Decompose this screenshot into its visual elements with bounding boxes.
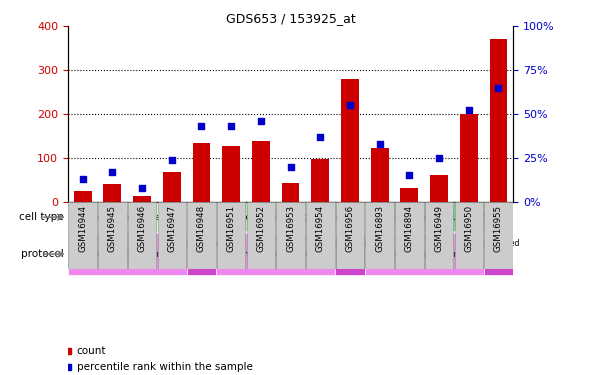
FancyBboxPatch shape xyxy=(365,233,484,275)
Point xyxy=(316,134,325,140)
Text: GSM16954: GSM16954 xyxy=(316,205,325,252)
Text: GSM16956: GSM16956 xyxy=(346,205,355,252)
Text: embryo cell culture: embryo cell culture xyxy=(387,250,461,259)
FancyBboxPatch shape xyxy=(68,202,97,268)
FancyBboxPatch shape xyxy=(276,202,305,268)
Point xyxy=(256,118,266,124)
Text: protocol: protocol xyxy=(21,249,63,259)
Text: GSM16948: GSM16948 xyxy=(197,205,206,252)
FancyBboxPatch shape xyxy=(484,202,513,268)
FancyBboxPatch shape xyxy=(365,203,513,231)
Bar xyxy=(371,148,389,202)
Text: GSM16946: GSM16946 xyxy=(137,205,146,252)
FancyBboxPatch shape xyxy=(306,202,335,268)
FancyBboxPatch shape xyxy=(187,202,216,268)
Point xyxy=(494,85,503,91)
Point xyxy=(107,169,117,175)
Text: Gad1 expressing neurons: Gad1 expressing neurons xyxy=(233,213,348,222)
Bar xyxy=(103,184,122,202)
Point xyxy=(137,185,147,191)
FancyBboxPatch shape xyxy=(425,202,453,268)
Bar xyxy=(312,159,329,202)
Text: GSM16950: GSM16950 xyxy=(464,205,473,252)
Text: cholinergic neurons: cholinergic neurons xyxy=(97,213,186,222)
Title: GDS653 / 153925_at: GDS653 / 153925_at xyxy=(226,12,355,25)
Point xyxy=(375,141,385,147)
FancyBboxPatch shape xyxy=(98,202,127,268)
FancyBboxPatch shape xyxy=(186,233,217,275)
Text: GSM16952: GSM16952 xyxy=(257,205,266,252)
Text: cholinergic/Gad1 negative: cholinergic/Gad1 negative xyxy=(379,213,499,222)
Text: percentile rank within the sample: percentile rank within the sample xyxy=(77,362,253,372)
Point xyxy=(345,102,355,108)
FancyBboxPatch shape xyxy=(68,233,186,275)
Point xyxy=(286,164,295,170)
Bar xyxy=(133,196,151,202)
FancyBboxPatch shape xyxy=(217,202,245,268)
FancyBboxPatch shape xyxy=(484,233,513,275)
Text: GSM16953: GSM16953 xyxy=(286,205,295,252)
Point xyxy=(405,172,414,178)
Point xyxy=(78,176,87,182)
Text: embryo cell culture: embryo cell culture xyxy=(90,250,165,259)
Point xyxy=(464,108,473,114)
FancyBboxPatch shape xyxy=(395,202,424,268)
Bar xyxy=(401,188,418,202)
Text: GSM16951: GSM16951 xyxy=(227,205,235,252)
Text: GSM16949: GSM16949 xyxy=(435,205,444,252)
FancyBboxPatch shape xyxy=(335,233,365,275)
Bar xyxy=(341,79,359,202)
Text: GSM16955: GSM16955 xyxy=(494,205,503,252)
Text: GSM16894: GSM16894 xyxy=(405,205,414,252)
Text: count: count xyxy=(77,346,106,356)
Point xyxy=(227,123,236,129)
FancyBboxPatch shape xyxy=(128,202,156,268)
Bar xyxy=(163,172,181,202)
Bar xyxy=(74,191,91,202)
FancyBboxPatch shape xyxy=(158,202,186,268)
Text: GSM16945: GSM16945 xyxy=(108,205,117,252)
Bar xyxy=(490,39,507,202)
FancyBboxPatch shape xyxy=(454,202,483,268)
Bar xyxy=(192,142,211,202)
Bar xyxy=(222,146,240,202)
Bar xyxy=(460,114,478,202)
FancyBboxPatch shape xyxy=(247,202,275,268)
Bar xyxy=(252,141,270,202)
FancyBboxPatch shape xyxy=(217,233,335,275)
FancyBboxPatch shape xyxy=(217,203,365,231)
Text: GSM16893: GSM16893 xyxy=(375,205,384,252)
Text: cell type: cell type xyxy=(19,212,63,222)
Point xyxy=(167,157,176,163)
Bar xyxy=(281,183,300,202)
Point xyxy=(434,155,444,161)
Text: dissociated
larval
brain: dissociated larval brain xyxy=(180,239,223,269)
FancyBboxPatch shape xyxy=(365,202,394,268)
Text: GSM16944: GSM16944 xyxy=(78,205,87,252)
Point xyxy=(196,123,206,129)
FancyBboxPatch shape xyxy=(68,203,217,231)
Bar xyxy=(430,176,448,202)
Text: GSM16947: GSM16947 xyxy=(168,205,176,252)
Text: dissociated
larval
brain: dissociated larval brain xyxy=(328,239,372,269)
FancyBboxPatch shape xyxy=(336,202,364,268)
Text: embryo cell culture: embryo cell culture xyxy=(238,250,313,259)
Text: dissociated
larval
brain: dissociated larval brain xyxy=(477,239,520,269)
